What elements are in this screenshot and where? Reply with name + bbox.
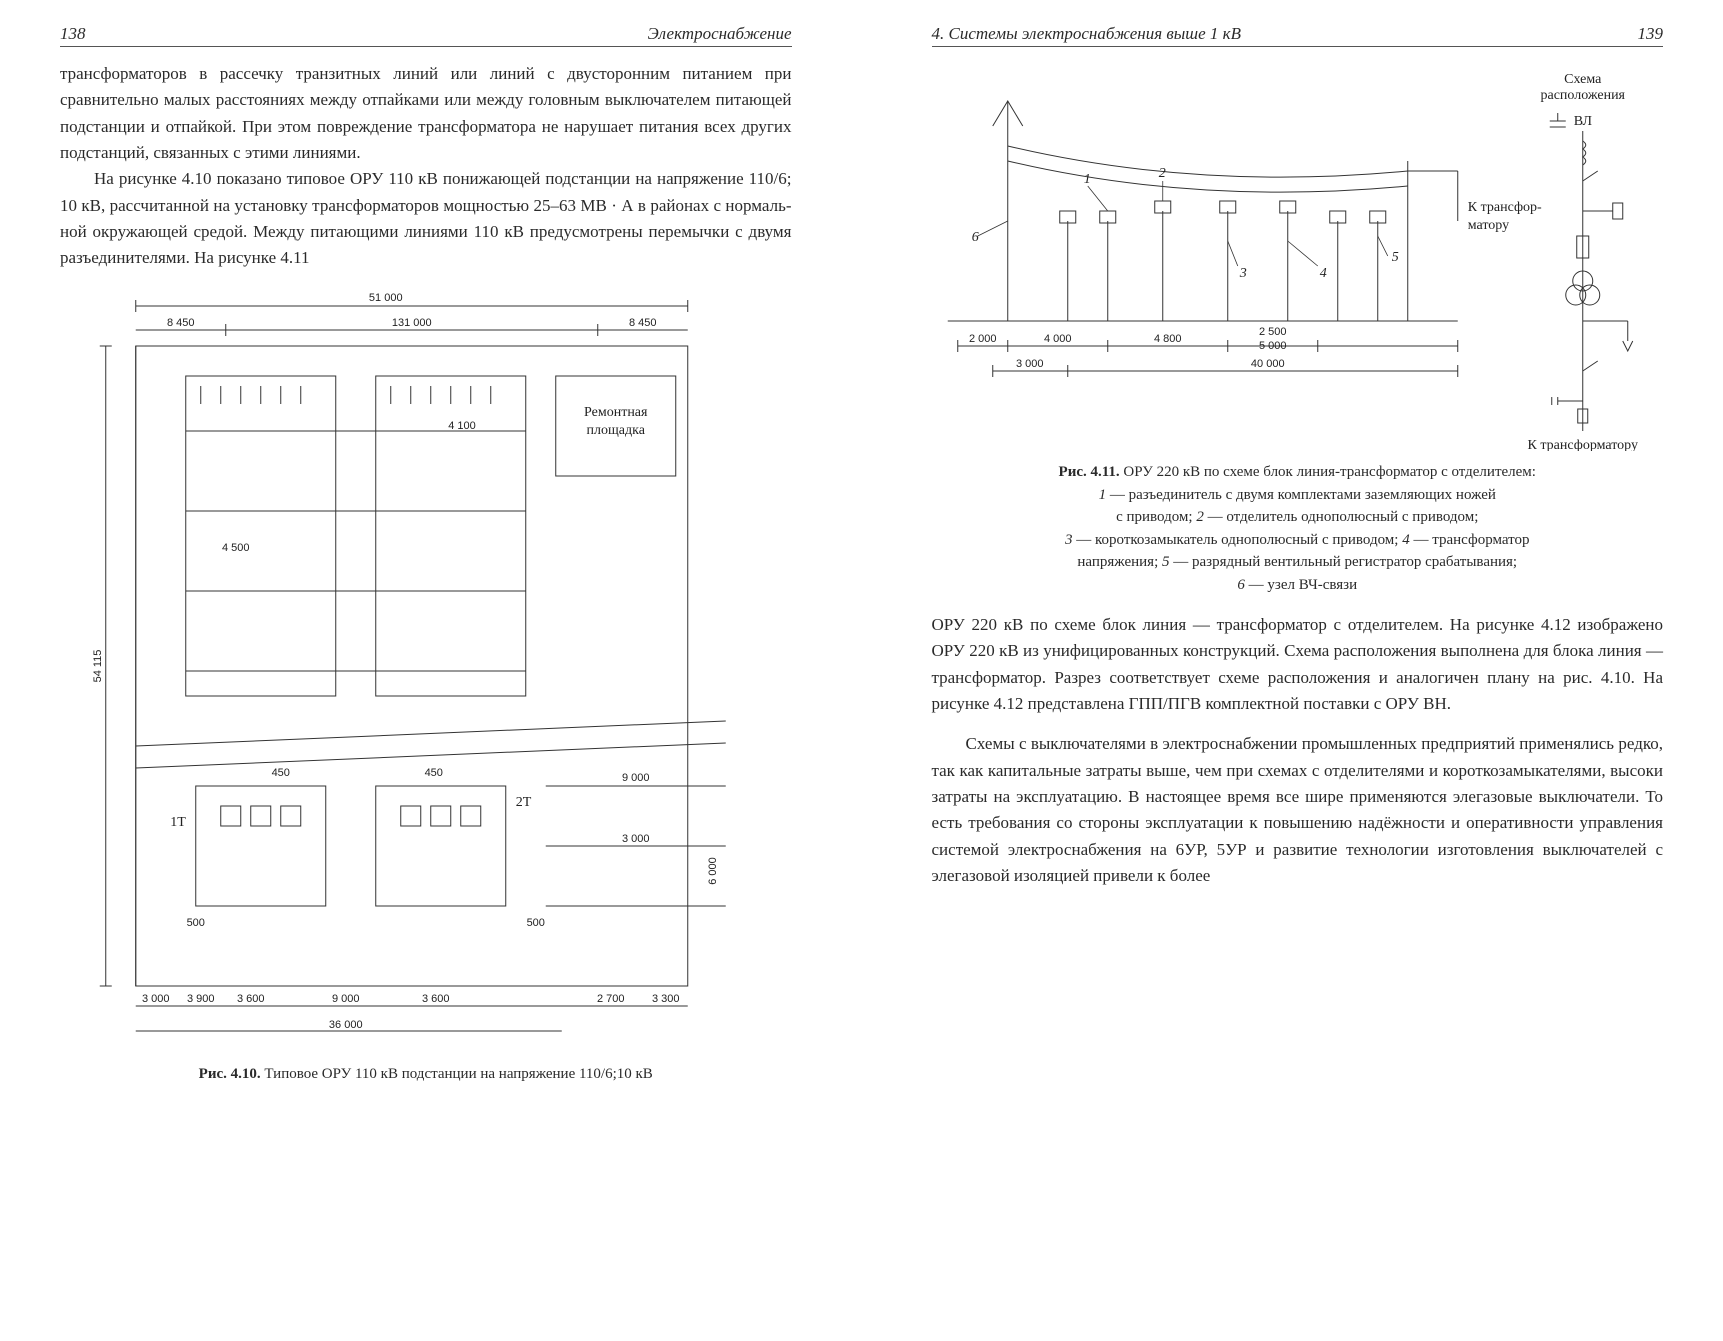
fig410-text: Типовое ОРУ 110 кВ подстанции на напряже… <box>261 1066 653 1082</box>
f411-t1: — разъединитель с двумя комплектами зазе… <box>1106 487 1496 503</box>
running-title-left: Электроснабжение <box>648 24 792 44</box>
dim-b-0: 3 000 <box>142 993 170 1005</box>
d411-6: 40 000 <box>1250 358 1284 370</box>
dim-r-1: 6 000 <box>707 857 719 885</box>
lbl-scheme-2: расположения <box>1540 88 1625 103</box>
d411-0: 2 000 <box>968 333 996 345</box>
body-right: ОРУ 220 кВ по схеме блок линия — трансфо… <box>932 612 1664 889</box>
dim-450b: 450 <box>425 767 443 779</box>
d411-3: 2 500 <box>1258 326 1286 338</box>
para-left-2: На рисунке 4.10 показано типовое ОРУ 110… <box>60 166 792 271</box>
dim-500b: 500 <box>527 917 545 929</box>
figure-4-11-caption: Рис. 4.11. ОРУ 220 кВ по схеме блок лини… <box>932 461 1664 596</box>
d411-4: 5 000 <box>1258 340 1286 352</box>
lbl-scheme-1: Схема <box>1564 72 1602 87</box>
dim-8450a: 8 450 <box>167 317 195 329</box>
lbl-ktrans-bottom: К трансформатору <box>1527 438 1637 451</box>
f411-t4: — трансформатор <box>1410 532 1530 548</box>
f411-t2: — отделитель однополюсный с приводом; <box>1204 509 1479 525</box>
dim-b-2: 3 600 <box>237 993 265 1005</box>
dim-r-0: 9 000 <box>622 772 650 784</box>
lbl-vl: ВЛ <box>1573 114 1592 129</box>
lbl-ktrans2: матору <box>1467 218 1508 233</box>
dim-131000: 131 000 <box>392 317 432 329</box>
f411-t6: — узел ВЧ-связи <box>1245 577 1357 593</box>
f411-t4b: напряжения; <box>1077 554 1162 570</box>
body-left: трансформаторов в рассечку транзитных ли… <box>60 61 792 272</box>
f411-head: ОРУ 220 кВ по схеме блок линия-трансформ… <box>1120 464 1536 480</box>
dim-51000: 51 000 <box>369 292 403 304</box>
para-right-1: ОРУ 220 кВ по схеме блок линия — трансфо… <box>932 612 1664 717</box>
f411-n2: 2 <box>1196 509 1204 525</box>
idx-4: 4 <box>1319 266 1326 281</box>
dim-b-1: 3 900 <box>187 993 215 1005</box>
dim-b-5: 2 700 <box>597 993 625 1005</box>
page-number-left: 138 <box>60 24 86 44</box>
f411-n4: 4 <box>1402 532 1410 548</box>
running-title-right: 4. Системы электроснабжения выше 1 кВ <box>932 24 1242 44</box>
dim-l-0: 54 115 <box>92 649 104 682</box>
idx-3: 3 <box>1238 266 1246 281</box>
figure-4-11-drawing: 6 1 2 3 4 5 2 000 4 000 4 800 2 500 5 00… <box>932 61 1664 451</box>
idx-1: 1 <box>1083 172 1090 187</box>
idx-2: 2 <box>1158 166 1165 181</box>
label-2t: 2Т <box>516 795 532 810</box>
dim-8450b: 8 450 <box>629 317 657 329</box>
dim-b-3: 9 000 <box>332 993 360 1005</box>
label-1t: 1Т <box>170 815 186 830</box>
f411-t1b: с приводом; <box>1116 509 1196 525</box>
label-repair-2: площадка <box>587 423 646 438</box>
figure-4-10: 51 000 8 450 131 000 8 450 4 100 4 500 4… <box>60 286 792 1085</box>
idx-5: 5 <box>1391 250 1398 265</box>
figure-4-11: 6 1 2 3 4 5 2 000 4 000 4 800 2 500 5 00… <box>932 61 1664 596</box>
d411-2: 4 800 <box>1153 333 1181 345</box>
dim-500a: 500 <box>187 917 205 929</box>
fig410-label: Рис. 4.10. <box>199 1066 261 1082</box>
running-head-left: 138 Электроснабжение <box>60 24 792 47</box>
dim-4500: 4 500 <box>222 542 250 554</box>
dim-b-6: 3 300 <box>652 993 680 1005</box>
page-left: 138 Электроснабжение трансформаторов в р… <box>0 0 862 1341</box>
f411-t3: — короткозамыкатель однополюсный с приво… <box>1072 532 1402 548</box>
lbl-ktrans1: К трансфор- <box>1467 200 1541 215</box>
f411-n1: 1 <box>1099 487 1107 503</box>
para-right-2: Схемы с выключателями в электроснабжении… <box>932 731 1664 889</box>
figure-4-10-drawing: 51 000 8 450 131 000 8 450 4 100 4 500 4… <box>60 286 792 1056</box>
d411-1: 4 000 <box>1043 333 1071 345</box>
dim-4100: 4 100 <box>448 420 476 432</box>
idx-6: 6 <box>971 230 978 245</box>
f411-n5: 5 <box>1162 554 1170 570</box>
dim-b-7: 36 000 <box>329 1019 363 1031</box>
dim-450a: 450 <box>272 767 290 779</box>
running-head-right: 4. Системы электроснабжения выше 1 кВ 13… <box>932 24 1664 47</box>
dim-b-4: 3 600 <box>422 993 450 1005</box>
f411-t5: — разрядный вентильный регистратор сраба… <box>1170 554 1518 570</box>
f411-label: Рис. 4.11. <box>1059 464 1120 480</box>
f411-n6: 6 <box>1237 577 1245 593</box>
figure-4-10-caption: Рис. 4.10. Типовое ОРУ 110 кВ подстанции… <box>60 1064 792 1085</box>
page-right: 4. Системы электроснабжения выше 1 кВ 13… <box>862 0 1723 1341</box>
label-repair-1: Ремонтная <box>584 405 648 420</box>
para-left-1: трансформаторов в рассечку транзитных ли… <box>60 61 792 166</box>
dim-r-2: 3 000 <box>622 833 650 845</box>
d411-5: 3 000 <box>1015 358 1043 370</box>
book-spread: 138 Электроснабжение трансформаторов в р… <box>0 0 1723 1341</box>
page-number-right: 139 <box>1638 24 1664 44</box>
